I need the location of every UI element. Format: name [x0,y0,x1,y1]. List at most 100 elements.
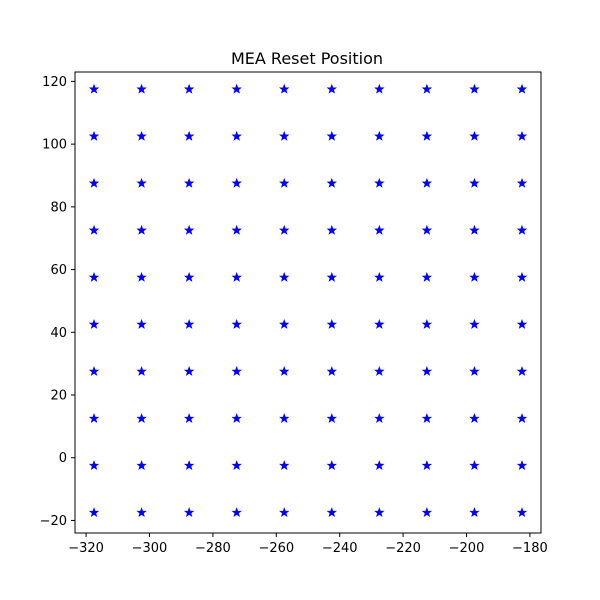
data-point-star [88,130,100,141]
data-point-star [421,271,433,282]
data-point-star [374,507,385,518]
data-point-star [421,460,433,471]
data-point-star [516,413,528,423]
data-point-star [421,507,433,518]
data-point-star [183,130,195,141]
data-point-star [374,460,385,471]
data-point-star [231,130,242,141]
data-point-star [136,83,147,94]
data-point-star [516,366,528,376]
data-point-star [183,507,195,518]
data-point-star [136,177,147,188]
data-point-star [88,366,100,376]
x-tick-label: −300 [132,541,168,556]
data-point-star [279,413,290,423]
data-point-star [421,366,433,376]
y-axis: −20 0 20 40 60 80 100 120 [40,75,75,529]
data-point-star [421,413,433,423]
data-point-star [421,130,433,141]
data-point-star [88,460,100,471]
data-point-star [231,507,242,518]
data-point-star [469,271,480,282]
data-point-star [231,271,242,282]
data-point-star [88,83,100,94]
data-point-star [231,318,242,329]
data-point-star [516,177,528,188]
data-point-star [279,224,290,235]
data-point-star [183,224,195,235]
data-point-star [421,318,433,329]
x-tick-label: −180 [512,541,548,556]
data-point-star [136,318,147,329]
data-point-star [326,177,337,188]
data-points [88,83,528,518]
data-point-star [279,318,290,329]
data-point-star [183,413,195,423]
data-point-star [469,460,480,471]
data-point-star [88,318,100,329]
x-tick-label: −200 [449,541,485,556]
data-point-star [183,177,195,188]
data-point-star [374,224,385,235]
data-point-star [326,130,337,141]
data-point-star [136,507,147,518]
data-point-star [183,460,195,471]
x-tick-label: −320 [68,541,104,556]
data-point-star [88,224,100,235]
data-point-star [516,224,528,235]
data-point-star [231,366,242,376]
data-point-star [516,507,528,518]
data-point-star [136,413,147,423]
data-point-star [231,177,242,188]
data-point-star [279,130,290,141]
data-point-star [136,271,147,282]
data-point-star [231,224,242,235]
data-point-star [374,83,385,94]
data-point-star [469,507,480,518]
data-point-star [516,83,528,94]
data-point-star [469,177,480,188]
data-point-star [88,177,100,188]
data-point-star [279,460,290,471]
data-point-star [469,224,480,235]
data-point-star [183,318,195,329]
data-point-star [183,366,195,376]
data-point-star [136,130,147,141]
data-point-star [88,507,100,518]
data-point-star [374,177,385,188]
x-axis: −320 −300 −280 −260 −240 −220 −200 −180 [68,533,548,556]
data-point-star [374,318,385,329]
data-point-star [279,507,290,518]
data-point-star [326,271,337,282]
chart-title: MEA Reset Position [231,49,383,68]
data-point-star [136,366,147,376]
y-tick-label: 60 [50,263,67,278]
x-tick-label: −220 [385,541,421,556]
x-tick-label: −280 [195,541,231,556]
data-point-star [421,224,433,235]
plot-area-frame [74,71,542,534]
y-tick-label: 100 [42,138,67,153]
x-tick-label: −240 [322,541,358,556]
y-tick-label: 120 [42,75,67,90]
data-point-star [279,271,290,282]
data-point-star [326,413,337,423]
data-point-star [421,83,433,94]
data-point-star [516,271,528,282]
data-point-star [279,83,290,94]
data-point-star [326,83,337,94]
data-point-star [469,130,480,141]
data-point-star [469,366,480,376]
data-point-star [326,224,337,235]
data-point-star [326,507,337,518]
data-point-star [516,318,528,329]
data-point-star [374,271,385,282]
y-tick-label: 20 [50,389,67,404]
y-tick-label: 80 [50,200,67,215]
data-point-star [516,130,528,141]
data-point-star [374,130,385,141]
data-point-star [231,83,242,94]
data-point-star [469,413,480,423]
x-tick-label: −260 [258,541,294,556]
